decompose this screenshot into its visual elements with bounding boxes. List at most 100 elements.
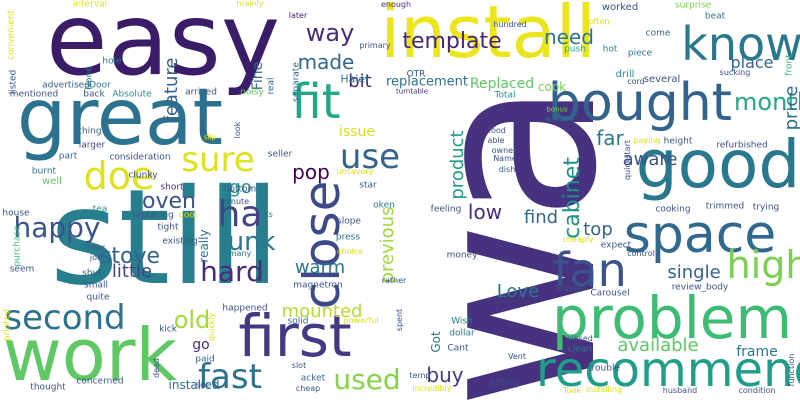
word: house [2,208,30,219]
word: top [583,219,613,240]
word: primary [359,41,391,50]
word: Nukes [556,284,584,295]
word: made [297,50,355,74]
word: kick [159,324,177,335]
word: Total [494,90,516,101]
word: second [4,298,126,338]
word: listed [8,69,19,95]
word: noisy [240,87,264,98]
word: first [238,302,352,370]
word: condition [738,386,776,395]
word: shut [82,268,102,279]
word: worked [601,2,639,13]
word: oven [142,189,196,214]
word: seem [9,264,35,275]
word: burnt [31,166,57,177]
word: replacing [132,210,174,221]
word: thought [30,382,66,393]
word: hole [102,56,122,67]
word: hour [86,243,106,252]
word: Got [429,331,443,353]
word: fan [553,243,627,297]
word: low [467,200,503,224]
word: closed [567,334,593,343]
word: well [42,176,62,187]
word: Cant [447,343,469,354]
word: ha [217,194,263,235]
word: husband [662,386,698,395]
word: really [197,229,211,263]
word: installing [585,385,623,394]
word: push [564,44,586,55]
word: little [111,261,153,282]
word: several [643,74,681,85]
word: look [233,121,242,139]
word: oken [373,200,395,211]
word: mainly [236,0,264,8]
word: need [544,25,594,49]
word: cook [537,80,567,94]
word: OTR [406,69,426,80]
word: place [730,53,774,72]
word: month [734,88,800,116]
word: existing [162,236,198,247]
word: fit [291,74,341,130]
word: issue [339,124,375,140]
word: sure [181,140,255,180]
word: junk [220,227,276,257]
word: owner [491,146,517,155]
word: cheaply [562,235,594,244]
word: able [487,136,505,145]
word: available [617,335,699,356]
word: advertised [42,80,90,91]
word: high [726,243,800,287]
word: height [663,136,693,147]
word: find [523,207,559,228]
word: None [84,66,95,90]
word: convenient [6,10,17,60]
word: single [667,262,721,283]
word: press [335,232,361,243]
word: tight [157,222,179,233]
word: trouble [588,363,620,374]
word: bonus [546,105,568,114]
word: hot [602,44,618,55]
word: happened [222,303,268,314]
word: price [781,85,800,131]
word: beat [704,11,726,22]
word: mentioned [9,89,59,100]
word: spent [395,308,404,332]
word: used [333,363,401,396]
word: surprise [674,0,712,11]
word: install [380,0,596,74]
word: job [89,253,103,262]
word: space [623,205,777,265]
word: small [84,280,108,291]
word: rather [381,276,407,285]
word: frame [736,344,778,360]
word: work [2,313,178,397]
word: paid [195,354,215,365]
word: front [784,54,795,76]
word: enough [380,0,412,9]
word: feature [161,57,182,123]
word: mounted [281,301,363,322]
word: solid [287,316,309,327]
word: dollar [449,328,475,339]
word: hundred [493,20,527,29]
word: clunky [128,170,158,181]
word: incredibly [412,384,452,393]
word: bought [547,73,733,133]
word: buy [426,363,464,387]
word: bit [348,71,372,92]
word: quickly [207,312,216,342]
word: later [288,11,308,20]
word: tea [92,204,108,215]
word: happy [13,211,101,244]
word: separate [291,62,302,102]
word: Absolute [112,89,152,100]
word: far [596,126,624,150]
word: template [402,29,502,54]
word: consideration [109,152,171,163]
